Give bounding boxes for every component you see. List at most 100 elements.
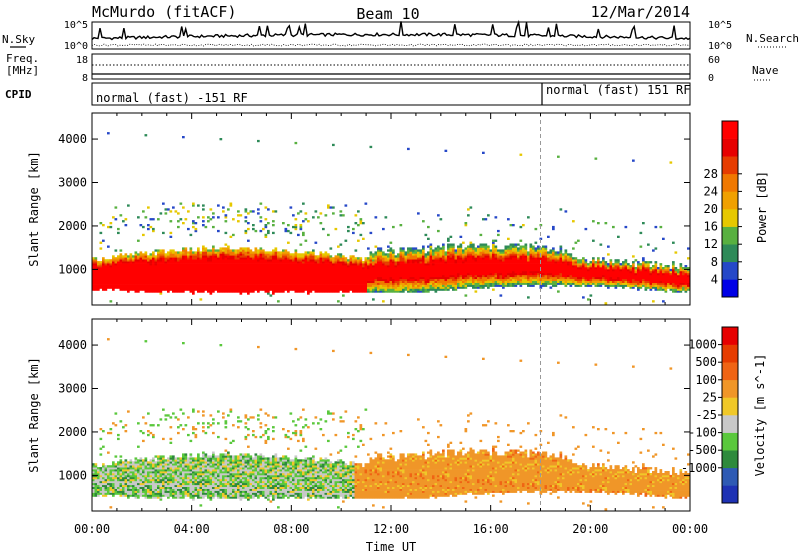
heatmap-cell <box>137 261 140 264</box>
heatmap-cell <box>492 251 495 254</box>
heatmap-cell <box>542 280 545 283</box>
heatmap-cell <box>409 251 413 254</box>
heatmap-cell <box>554 267 558 270</box>
heatmap-cell <box>97 284 100 287</box>
heatmap-cell <box>267 261 270 264</box>
heatmap-cell <box>412 278 415 281</box>
heatmap-cell <box>334 267 338 270</box>
heatmap-cell <box>469 267 473 270</box>
heatmap-cell <box>657 284 660 287</box>
heatmap-cell <box>174 286 178 289</box>
heatmap-cell <box>169 278 173 281</box>
heatmap-cell <box>669 286 673 289</box>
heatmap-cell <box>169 251 173 254</box>
heatmap-cell <box>349 268 353 272</box>
heatmap-cell <box>352 231 355 235</box>
heatmap-cell <box>447 270 450 274</box>
heatmap-cell <box>437 247 440 250</box>
heatmap-cell <box>444 286 448 289</box>
heatmap-cell <box>272 259 275 262</box>
heatmap-cell <box>132 267 135 270</box>
heatmap-cell <box>249 249 253 252</box>
heatmap-cell <box>302 278 305 281</box>
heatmap-cell <box>327 286 330 289</box>
heatmap-cell <box>592 220 595 223</box>
heatmap-cell <box>429 245 433 248</box>
heatmap-cell <box>434 257 438 260</box>
heatmap-cell <box>109 284 113 287</box>
heatmap-cell <box>94 268 98 272</box>
heatmap-cell <box>617 263 620 266</box>
heatmap-cell <box>204 268 208 272</box>
heatmap-cell <box>649 286 653 289</box>
heatmap-cell <box>209 268 213 272</box>
heatmap-cell <box>264 276 268 280</box>
heatmap-cell <box>139 286 143 289</box>
heatmap-cell <box>574 280 578 283</box>
heatmap-cell <box>247 286 250 289</box>
heatmap-cell <box>414 290 418 293</box>
heatmap-cell <box>129 265 133 268</box>
heatmap-cell <box>422 272 425 276</box>
heatmap-cell <box>224 286 228 289</box>
heatmap-cell <box>389 265 393 268</box>
heatmap-cell <box>182 261 185 264</box>
heatmap-cell <box>457 280 460 283</box>
heatmap-cell <box>602 263 605 266</box>
heatmap-cell <box>297 280 300 283</box>
heatmap-cell <box>384 270 388 274</box>
heatmap-cell <box>414 253 418 256</box>
heatmap-cell <box>607 268 610 272</box>
heatmap-cell <box>374 268 378 272</box>
heatmap-cell <box>202 284 205 287</box>
heatmap-cell <box>112 259 115 262</box>
heatmap-cell <box>432 257 435 260</box>
heatmap-cell <box>462 270 465 274</box>
heatmap-cell <box>344 263 348 266</box>
heatmap-cell <box>169 270 173 274</box>
heatmap-cell <box>219 284 223 287</box>
heatmap-cell <box>267 231 270 235</box>
heatmap-cell <box>244 259 248 262</box>
heatmap-cell <box>332 259 335 262</box>
heatmap-cell <box>409 276 413 280</box>
heatmap-cell <box>329 206 333 209</box>
heatmap-cell <box>177 288 180 291</box>
heatmap-cell <box>167 284 170 287</box>
heatmap-cell <box>442 261 445 264</box>
heatmap-cell <box>144 263 148 266</box>
heatmap-cell <box>102 282 105 285</box>
heatmap-cell <box>412 263 415 266</box>
heatmap-cell <box>304 288 308 291</box>
heatmap-cell <box>494 255 498 258</box>
heatmap-cell <box>669 280 673 283</box>
heatmap-cell <box>172 284 175 287</box>
heatmap-cell <box>352 282 355 285</box>
heatmap-cell <box>209 249 213 252</box>
heatmap-cell <box>212 286 215 289</box>
heatmap-cell <box>387 278 390 281</box>
heatmap-cell <box>552 265 555 268</box>
heatmap-cell <box>354 278 358 281</box>
heatmap-cell <box>139 288 143 291</box>
heatmap-cell <box>569 270 573 274</box>
heatmap-cell <box>324 251 328 254</box>
heatmap-cell <box>227 257 230 260</box>
y-tick-label: 3000 <box>58 176 87 190</box>
heatmap-cell <box>152 284 155 287</box>
heatmap-cell <box>422 282 425 285</box>
heatmap-cell <box>317 290 320 293</box>
heatmap-cell <box>382 278 385 281</box>
heatmap-cell <box>662 274 665 278</box>
heatmap-cell <box>579 267 583 270</box>
heatmap-cell <box>577 239 580 242</box>
heatmap-cell <box>244 231 248 235</box>
heatmap-cell <box>439 261 443 264</box>
heatmap-cell <box>399 267 403 270</box>
heatmap-cell <box>364 276 368 280</box>
heatmap-cell <box>254 261 258 264</box>
heatmap-cell <box>297 270 300 274</box>
heatmap-cell <box>492 268 495 272</box>
heatmap-cell <box>239 253 243 256</box>
heatmap-cell <box>564 210 568 213</box>
